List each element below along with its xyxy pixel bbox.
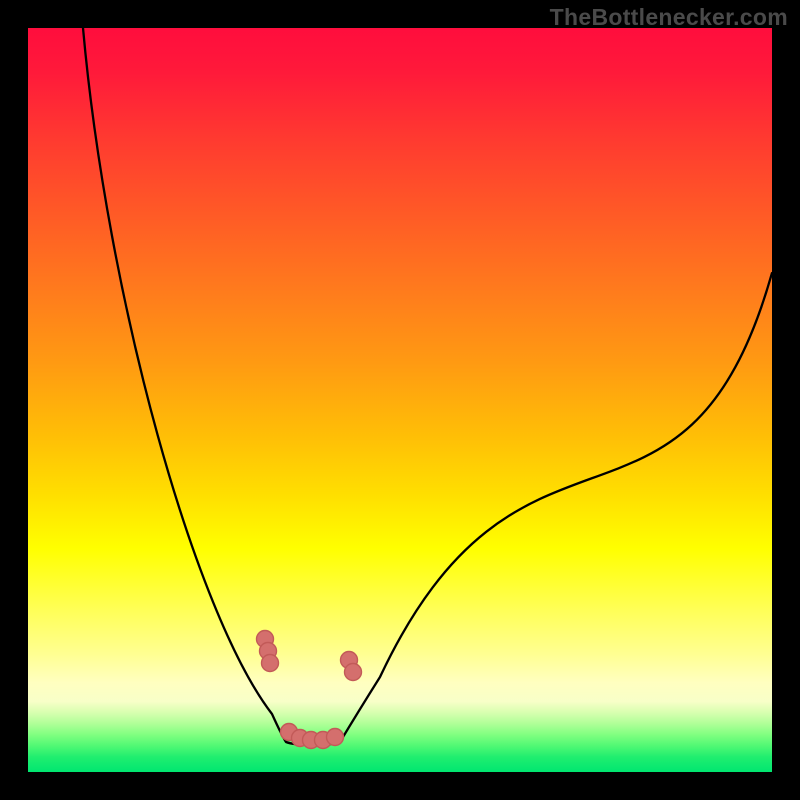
data-marker — [262, 655, 279, 672]
data-marker — [327, 729, 344, 746]
watermark-text: TheBottlenecker.com — [550, 4, 788, 31]
data-marker — [345, 664, 362, 681]
plot-background — [28, 28, 772, 772]
bottleneck-chart — [0, 0, 800, 800]
